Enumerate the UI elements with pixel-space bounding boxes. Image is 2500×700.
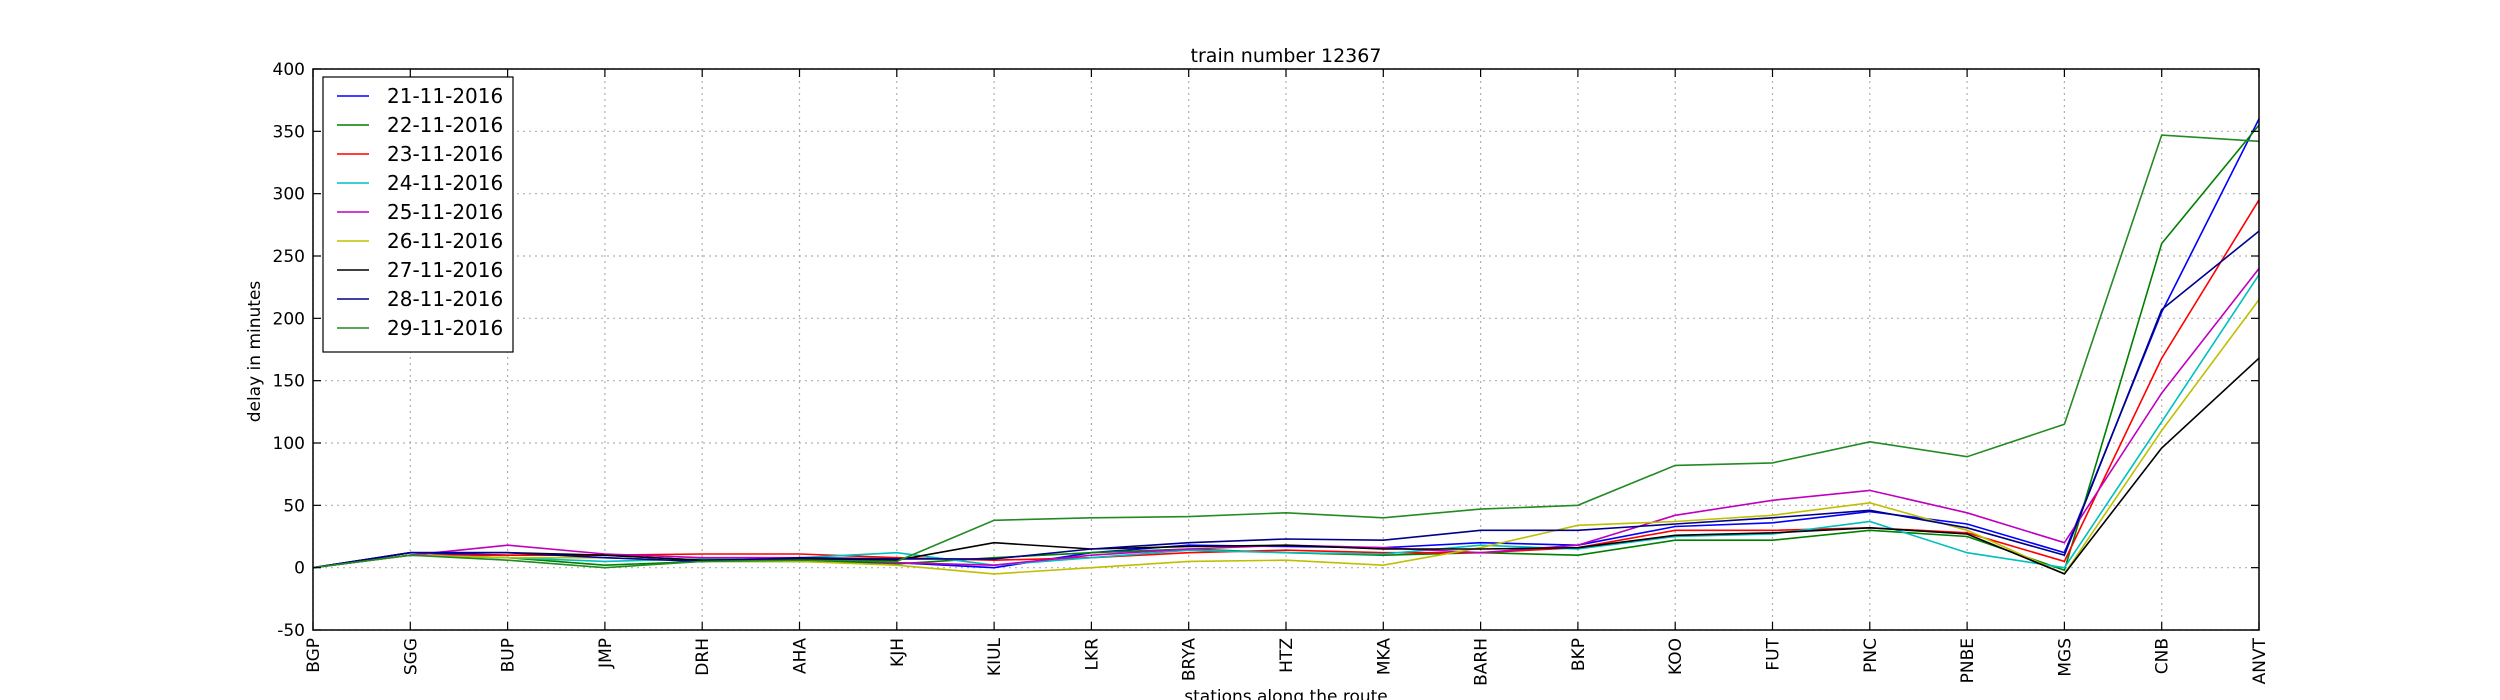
x-tick-label: BARH <box>1472 638 1492 686</box>
x-axis-label: stations along the route <box>1184 687 1388 700</box>
series-line <box>312 118 2260 569</box>
x-tick-label: BKP <box>1569 638 1589 671</box>
legend-box <box>322 76 514 353</box>
legend-label: 22-11-2016 <box>387 113 503 137</box>
x-tick-label: ANVT <box>2250 637 2270 684</box>
series-line <box>312 357 2260 575</box>
x-tick-label: KIUL <box>985 637 1005 676</box>
x-tick-label: HTZ <box>1277 638 1297 673</box>
y-tick-label: 150 <box>273 372 305 392</box>
legend-label: 27-11-2016 <box>387 258 503 282</box>
x-tick-label: PNBE <box>1958 638 1978 683</box>
series-line <box>312 230 2260 569</box>
x-tick-label: DRH <box>693 638 713 676</box>
legend-label: 29-11-2016 <box>387 316 503 340</box>
series-line <box>312 134 2260 569</box>
series-line <box>312 274 2260 569</box>
x-tick-label: SGG <box>401 638 421 675</box>
x-tick-label: FUT <box>1764 637 1784 670</box>
x-tick-label: MGS <box>2055 638 2075 677</box>
legend: 21-11-2016 22-11-2016 23-11-2016 24-11-2016… <box>322 76 514 353</box>
legend-label: 21-11-2016 <box>387 84 503 108</box>
legend-label: 26-11-2016 <box>387 229 503 253</box>
y-tick-label: 300 <box>273 185 305 205</box>
legend-label: 23-11-2016 <box>387 142 503 166</box>
x-tick-label: MKA <box>1374 638 1394 676</box>
y-tick-label: -50 <box>277 621 305 641</box>
y-tick-label: 100 <box>273 434 305 454</box>
series-lines <box>312 118 2260 575</box>
y-tick-label: 350 <box>273 122 305 142</box>
x-tick-label: JMP <box>596 638 616 669</box>
x-tick-label: KOO <box>1666 638 1686 675</box>
legend-label: 24-11-2016 <box>387 171 503 195</box>
legend-label: 25-11-2016 <box>387 200 503 224</box>
series-line <box>312 124 2260 572</box>
x-tick-label: CNB <box>2153 638 2173 674</box>
y-tick-label: 0 <box>294 559 305 579</box>
x-tick-label: BUP <box>499 638 519 672</box>
y-tick-label: 200 <box>273 309 305 329</box>
y-tick-label: 400 <box>273 60 305 80</box>
y-tick-label: 250 <box>273 247 305 267</box>
x-tick-label: PNC <box>1861 638 1881 673</box>
legend-label: 28-11-2016 <box>387 287 503 311</box>
x-tick-label: BRYA <box>1180 638 1200 681</box>
axis-ticks: -50 0 50 100 150 200 250 300 350 400 BGP SGG BUP JMP D… <box>273 60 2270 686</box>
x-tick-label: AHA <box>791 638 811 674</box>
x-tick-label: LKR <box>1082 638 1102 671</box>
y-tick-label: 50 <box>283 496 305 516</box>
y-axis-label: delay in minutes <box>245 281 265 423</box>
x-tick-label: KJH <box>888 638 908 667</box>
x-tick-label: BGP <box>304 638 324 673</box>
chart-title: train number 12367 <box>1191 45 1382 67</box>
